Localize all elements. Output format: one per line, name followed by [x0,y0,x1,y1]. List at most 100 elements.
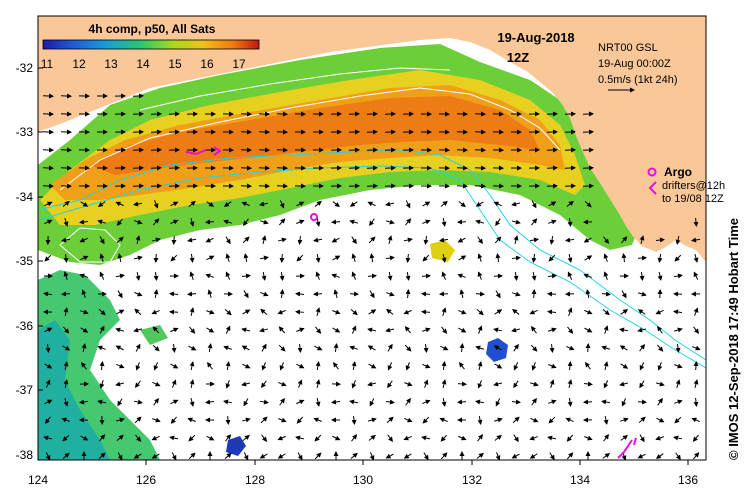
current-vector-arrow [116,236,124,244]
current-vector-arrow [349,399,359,405]
current-vector-arrow [278,417,287,423]
current-vector-arrow [188,200,196,207]
current-vector-arrow [134,380,141,388]
current-vector-arrow [403,237,413,243]
current-vector-arrow [567,379,573,389]
current-vector-arrow [639,271,645,281]
current-vector-arrow [548,254,556,262]
current-vector-arrow [351,271,357,280]
current-vector-arrow [171,379,177,388]
current-vector-arrow [313,417,322,423]
current-vector-arrow [403,309,412,315]
current-vector-arrow [368,236,376,244]
current-vector-arrow [44,201,53,207]
current-vector-arrow [440,345,449,351]
current-vector-arrow [513,271,519,281]
current-vector-arrow [548,363,557,369]
current-vector-arrow [404,417,413,423]
current-vector-arrow [259,327,268,333]
current-vector-arrow [80,435,89,441]
current-vector-arrow [205,237,214,243]
current-vector-arrow [135,434,142,442]
current-vector-arrow [206,309,215,315]
current-vector-arrow [62,452,70,460]
current-vector-arrow [386,219,395,225]
current-vector-arrow [458,362,465,370]
current-vector-arrow [422,254,430,262]
current-vector-arrow [405,253,411,263]
sst-patch-green-small [140,325,168,345]
current-vector-arrow [620,236,628,244]
current-vector-arrow [655,435,664,441]
current-vector-arrow [386,416,394,424]
current-vector-arrow [567,217,573,227]
current-vector-arrow [62,200,70,208]
current-vector-arrow [603,415,609,425]
current-vector-arrow [171,452,177,460]
current-vector-arrow [351,361,357,371]
current-vector-arrow [134,219,143,225]
current-vector-arrow [385,399,395,405]
current-vector-arrow [422,327,431,333]
current-vector-arrow [313,237,323,243]
current-vector-arrow [205,399,215,405]
current-vector-arrow [513,380,519,389]
current-vector-arrow [387,271,393,281]
current-vector-arrow [135,235,141,245]
current-vector-arrow [584,362,591,370]
current-vector-arrow [565,417,574,423]
current-vector-arrow [277,435,286,441]
current-vector-arrow [567,307,573,316]
current-vector-arrow [565,237,575,243]
current-vector-arrow [422,201,431,207]
current-vector-arrow [457,237,466,243]
current-vector-arrow [657,362,663,371]
current-vector-arrow [583,273,592,279]
current-vector-arrow [99,271,105,280]
current-vector-arrow [333,289,339,298]
current-vector-arrow [98,308,106,316]
current-vector-arrow [513,434,519,443]
current-vector-arrow [530,326,537,334]
current-vector-arrow [331,273,340,279]
current-vector-arrow [135,271,141,281]
current-vector-arrow [601,291,611,297]
x-tick-label: 130 [353,473,373,487]
current-vector-arrow [116,434,124,442]
current-vector-arrow [297,235,303,245]
current-vector-arrow [639,362,645,371]
current-vector-arrow [531,289,537,299]
current-vector-arrow [62,434,70,442]
current-vector-arrow [279,397,285,406]
current-vector-arrow [621,253,627,263]
current-vector-arrow [260,291,269,297]
current-vector-arrow [675,452,681,460]
current-vector-arrow [80,362,87,370]
current-vector-arrow [206,255,215,261]
current-vector-arrow [549,452,555,460]
current-vector-arrow [423,343,429,353]
current-vector-arrow [655,309,664,315]
current-vector-arrow [170,363,179,369]
current-vector-arrow [297,343,303,353]
current-vector-arrow [547,309,557,315]
current-vector-arrow [242,309,251,315]
current-vector-arrow [511,201,521,207]
current-vector-arrow [657,271,663,281]
current-vector-arrow [602,452,610,459]
current-vector-arrow [223,219,232,225]
current-vector-arrow [133,399,143,405]
map-title: 4h comp, p50, All Sats [89,22,216,36]
current-vector-arrow [387,434,393,443]
current-vector-arrow [477,325,483,334]
current-vector-arrow [457,399,467,405]
argo-track-arrow-icon [185,146,222,156]
current-vector-arrow [477,415,483,425]
current-vector-arrow [637,327,646,333]
current-vector-arrow [637,255,647,261]
current-vector-arrow [549,379,555,388]
current-vector-arrow [674,254,682,262]
current-vector-arrow [242,236,250,244]
current-vector-arrow [188,434,196,442]
current-vector-arrow [511,219,521,225]
